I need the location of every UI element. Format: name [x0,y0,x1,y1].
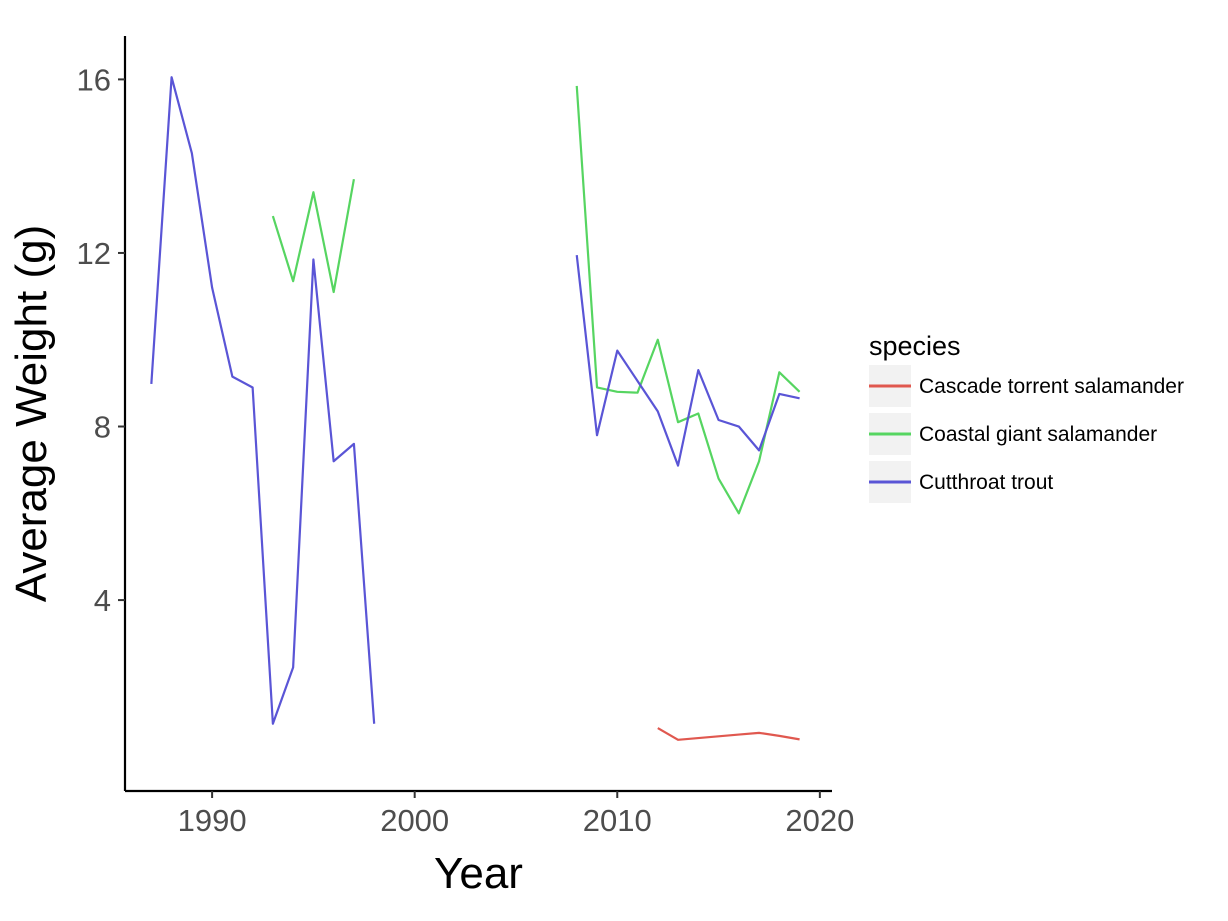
legend-item: Coastal giant salamander [869,413,1157,455]
legend-items: Cascade torrent salamander Coastal giant … [869,365,1184,503]
series-line [271,178,355,294]
series-cascade-torrent-salamander [657,727,800,741]
y-tick-label: 12 [77,236,111,271]
series-line [150,76,376,725]
legend-label: Cascade torrent salamander [919,375,1184,398]
x-tick-label: 1990 [178,803,247,838]
y-tick-label: 8 [94,410,111,445]
y-tick-label: 4 [94,583,111,618]
legend-item: Cutthroat trout [869,461,1053,503]
x-tick-label: 2010 [583,803,652,838]
series-line [575,254,800,467]
y-axis-ticks: 4 8 12 16 [77,62,125,618]
x-axis-ticks: 1990 2000 2010 2020 [178,791,854,838]
legend-title: species [869,331,961,361]
series-layer [150,76,801,741]
series-cutthroat-trout [150,76,800,725]
series-line [575,85,801,515]
x-tick-label: 2020 [785,803,854,838]
legend: species Cascade torrent salamander Coasta… [869,331,1184,503]
y-axis-title: Average Weight (g) [7,225,56,602]
series-line [657,727,800,741]
legend-label: Coastal giant salamander [919,423,1157,446]
x-tick-label: 2000 [380,803,449,838]
y-tick-label: 16 [77,62,111,97]
legend-item: Cascade torrent salamander [869,365,1184,407]
series-coastal-giant-salamander [271,85,801,515]
x-axis-title: Year [434,849,523,898]
legend-label: Cutthroat trout [919,471,1053,494]
